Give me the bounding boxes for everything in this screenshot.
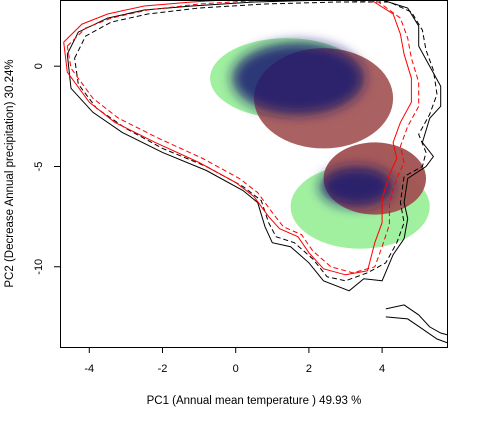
envelope-layer [63,0,448,344]
envelope-line-2 [74,1,438,282]
axes: -4 -2 0 2 4 0 -5 -10 [33,63,385,375]
y-tick-label: 0 [33,63,45,69]
y-axis-title: PC2 (Decrease Annual precipitation) 30.2… [4,59,16,287]
plot-frame [60,0,448,348]
x-tick-label: 0 [233,363,239,375]
y-tick-label: -10 [33,259,45,275]
density-blob-6 [319,166,394,207]
x-tick-label: -2 [158,363,168,375]
envelope-line-5 [385,304,448,336]
envelope-line-6 [385,316,448,344]
y-tick-label: -5 [33,162,45,172]
density-layer [210,38,430,249]
envelope-line-1 [66,0,442,292]
x-axis-title: PC1 (Annual mean temperature ) 49.93 % [147,395,362,407]
density-blob-5 [232,42,364,115]
plot-content [63,0,448,344]
envelope-line-3 [63,0,412,276]
x-tick-label: -4 [84,363,94,375]
x-tick-label: 4 [379,363,385,375]
x-tick-label: 2 [306,363,312,375]
